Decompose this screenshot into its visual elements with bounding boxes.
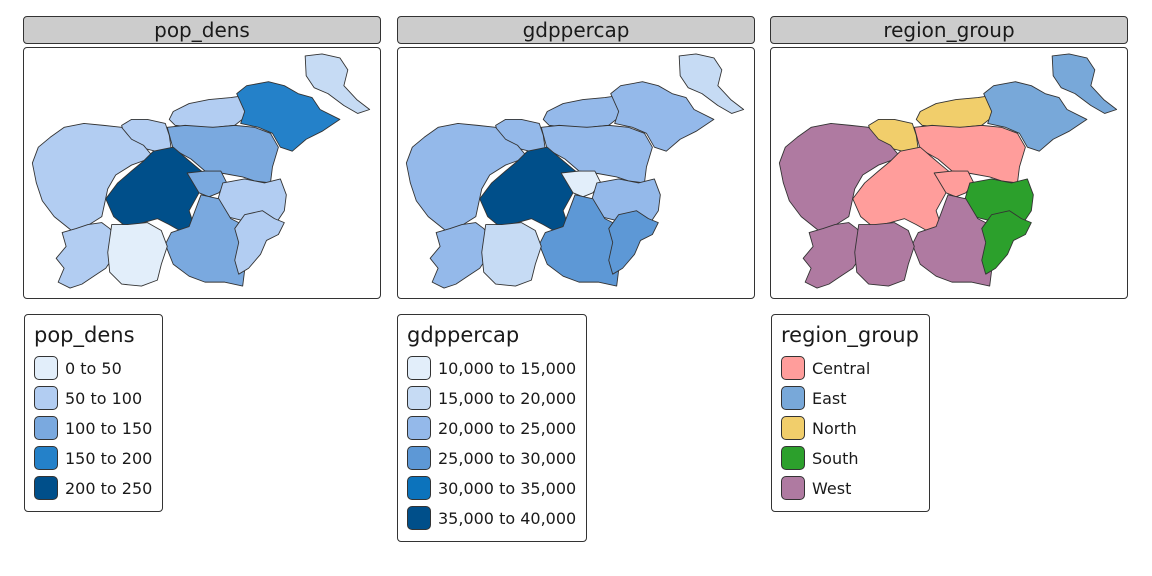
map-frame bbox=[770, 47, 1128, 299]
legend-label: 50 to 100 bbox=[65, 388, 143, 408]
legend-item: 20,000 to 25,000 bbox=[407, 413, 576, 443]
map-region bbox=[678, 53, 745, 114]
legend-label: North bbox=[812, 418, 857, 438]
map-frame bbox=[23, 47, 381, 299]
legend-item: West bbox=[781, 473, 919, 503]
map-region bbox=[852, 146, 957, 233]
legend-label: 20,000 to 25,000 bbox=[438, 418, 577, 438]
legend-item: South bbox=[781, 443, 919, 473]
map-region bbox=[854, 222, 915, 287]
legend-label: 10,000 to 15,000 bbox=[438, 358, 577, 378]
map-region bbox=[608, 210, 659, 275]
legend-item: 100 to 150 bbox=[34, 413, 152, 443]
map-region bbox=[1051, 53, 1118, 114]
legend-gdppercap: gdppercap 10,000 to 15,000 15,000 to 20,… bbox=[397, 314, 588, 542]
legend-label: 25,000 to 30,000 bbox=[438, 448, 577, 468]
map-region bbox=[105, 146, 210, 233]
legend-item: 0 to 50 bbox=[34, 353, 152, 383]
legend-swatch bbox=[407, 356, 431, 380]
map-region bbox=[983, 81, 1088, 152]
legend-title: gdppercap bbox=[407, 323, 520, 347]
legend-swatch bbox=[34, 386, 58, 410]
legend-item: 150 to 200 bbox=[34, 443, 152, 473]
legend-item: 15,000 to 20,000 bbox=[407, 383, 576, 413]
legend-label: Central bbox=[812, 358, 871, 378]
map-region bbox=[55, 222, 119, 289]
legend-swatch bbox=[407, 446, 431, 470]
legend-label: West bbox=[812, 478, 852, 498]
legend-label: South bbox=[812, 448, 859, 468]
map-region bbox=[236, 81, 341, 152]
legend-swatch bbox=[407, 386, 431, 410]
legend-label: 30,000 to 35,000 bbox=[438, 478, 577, 498]
legend-swatch bbox=[407, 476, 431, 500]
legend-label: 100 to 150 bbox=[65, 418, 153, 438]
map-region bbox=[166, 124, 279, 184]
panel-title: gdppercap bbox=[397, 16, 755, 44]
panel-title: pop_dens bbox=[23, 16, 381, 44]
legend-title: region_group bbox=[781, 323, 919, 347]
map-region bbox=[540, 124, 653, 184]
legend-label: 15,000 to 20,000 bbox=[438, 388, 577, 408]
legend-swatch bbox=[34, 446, 58, 470]
map-region bbox=[405, 122, 528, 233]
choropleth-map bbox=[778, 53, 1118, 289]
map-region bbox=[107, 222, 168, 287]
legend-swatch bbox=[34, 356, 58, 380]
map-panel-gdppercap: gdppercap bbox=[397, 16, 755, 299]
choropleth-map bbox=[405, 53, 745, 289]
legend-label: 0 to 50 bbox=[65, 358, 122, 378]
legend-item: 10,000 to 15,000 bbox=[407, 353, 576, 383]
legend-item: 200 to 250 bbox=[34, 473, 152, 503]
legend-item: 30,000 to 35,000 bbox=[407, 473, 576, 503]
choropleth-map bbox=[31, 53, 371, 289]
map-frame bbox=[397, 47, 755, 299]
map-region bbox=[479, 146, 584, 233]
legend-swatch bbox=[781, 416, 805, 440]
map-region bbox=[31, 122, 154, 233]
legend-item: 50 to 100 bbox=[34, 383, 152, 413]
legend-item: Central bbox=[781, 353, 919, 383]
panel-title: region_group bbox=[770, 16, 1128, 44]
legend-swatch bbox=[781, 386, 805, 410]
map-region bbox=[802, 222, 866, 289]
legend-region-group: region_group Central East North South We… bbox=[771, 314, 930, 512]
legend-label: 150 to 200 bbox=[65, 448, 153, 468]
legend-swatch bbox=[407, 506, 431, 530]
legend-label: East bbox=[812, 388, 847, 408]
legend-item: 35,000 to 40,000 bbox=[407, 503, 576, 533]
legend-swatch bbox=[407, 416, 431, 440]
legend-swatch bbox=[34, 476, 58, 500]
map-region bbox=[778, 122, 901, 233]
map-region bbox=[913, 124, 1026, 184]
legend-label: 35,000 to 40,000 bbox=[438, 508, 577, 528]
legend-pop-dens: pop_dens 0 to 50 50 to 100 100 to 150 15… bbox=[24, 314, 164, 512]
legend-title: pop_dens bbox=[34, 323, 135, 347]
map-region bbox=[610, 81, 715, 152]
legend-swatch bbox=[34, 416, 58, 440]
map-region bbox=[429, 222, 493, 289]
map-panel-pop-dens: pop_dens bbox=[23, 16, 381, 299]
legend-item: East bbox=[781, 383, 919, 413]
map-region bbox=[234, 210, 285, 275]
legend-swatch bbox=[781, 476, 805, 500]
map-region bbox=[481, 222, 542, 287]
legend-item: 25,000 to 30,000 bbox=[407, 443, 576, 473]
map-region bbox=[981, 210, 1032, 275]
legend-item: North bbox=[781, 413, 919, 443]
map-region bbox=[304, 53, 371, 114]
map-panel-region-group: region_group bbox=[770, 16, 1128, 299]
legend-swatch bbox=[781, 356, 805, 380]
legend-label: 200 to 250 bbox=[65, 478, 153, 498]
legend-swatch bbox=[781, 446, 805, 470]
